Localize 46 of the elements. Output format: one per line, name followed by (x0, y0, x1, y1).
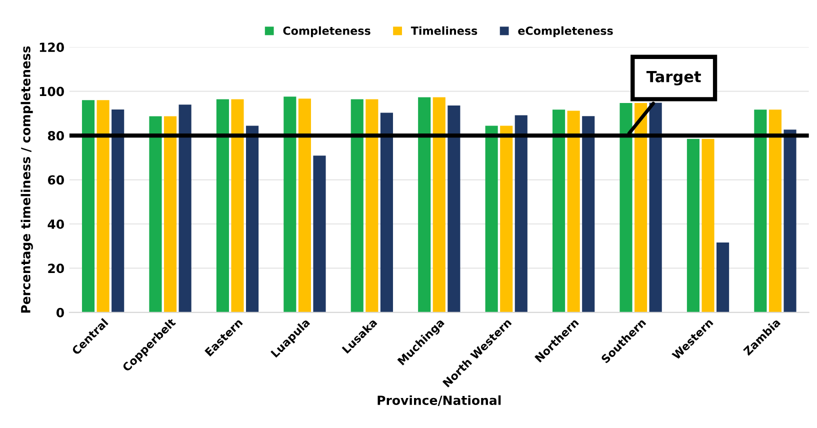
bar (284, 96, 296, 312)
bar (216, 99, 229, 312)
bar (582, 116, 595, 312)
bar (298, 98, 311, 312)
bar (246, 126, 259, 312)
legend-label: eCompleteness (518, 26, 613, 38)
bar (620, 103, 632, 312)
bar (716, 242, 730, 312)
y-tick-label: 120 (40, 42, 64, 52)
bar (231, 99, 244, 312)
bar (164, 116, 177, 312)
legend-label: Completeness (283, 26, 370, 38)
bar (686, 138, 700, 312)
bar (432, 97, 446, 312)
bar (552, 110, 566, 312)
bar (96, 100, 110, 312)
bar (500, 126, 513, 312)
bar (366, 99, 378, 312)
x-axis-title: Province/National (378, 395, 501, 406)
bar (112, 109, 124, 312)
y-axis-title: Percentage timeliness / completeness (20, 46, 33, 313)
ref-line-label: Target (646, 70, 701, 86)
y-tick-label: 40 (48, 219, 64, 229)
y-tick-label: 60 (48, 175, 64, 185)
bar (448, 105, 460, 312)
bar (149, 116, 162, 312)
y-tick-label: 80 (48, 131, 64, 140)
bar (178, 104, 192, 312)
bar (418, 97, 431, 312)
bar (784, 130, 796, 312)
bar (313, 156, 326, 312)
bar (649, 102, 662, 312)
bar (82, 100, 95, 312)
bar (350, 99, 364, 312)
bar (768, 110, 782, 312)
bar (514, 115, 528, 312)
legend-label: Timeliness (410, 26, 478, 35)
y-tick-label: 0 (56, 308, 64, 318)
y-tick-label: 20 (48, 264, 64, 274)
y-tick-label: 100 (40, 86, 64, 96)
bar (567, 110, 580, 312)
bar (380, 112, 393, 312)
bar (634, 103, 648, 312)
bar (754, 110, 767, 312)
bar (702, 138, 714, 312)
bar (485, 126, 498, 312)
